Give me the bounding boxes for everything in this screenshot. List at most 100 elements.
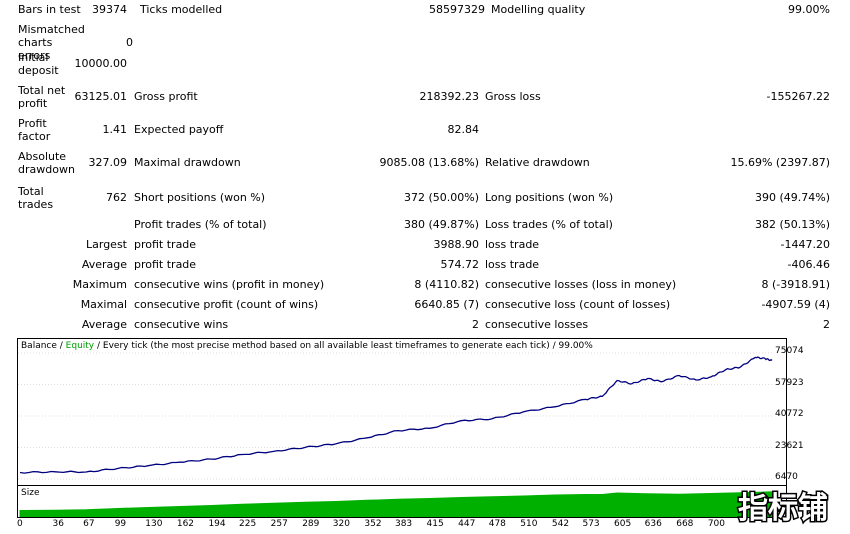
x-tick-label: 130 bbox=[145, 519, 163, 529]
absolute-drawdown-label: Absolute drawdown bbox=[18, 150, 75, 176]
y-tick-label: 6470 bbox=[775, 472, 798, 482]
chart-header: Balance / Equity / Every tick (the most … bbox=[21, 341, 593, 351]
average-loss-label: loss trade bbox=[485, 258, 540, 271]
maximal-consec-profit-value: 6640.85 (7) bbox=[414, 298, 479, 311]
profit-factor-value: 1.41 bbox=[102, 123, 128, 136]
average-loss-value: -406.46 bbox=[787, 258, 830, 271]
x-tick-label: 636 bbox=[644, 519, 662, 529]
x-tick-label: 99 bbox=[114, 519, 127, 529]
largest-profit-label: profit trade bbox=[134, 238, 197, 251]
expected-payoff-value: 82.84 bbox=[447, 123, 480, 136]
avg-consec-losses-label: consecutive losses bbox=[485, 318, 589, 331]
total-net-profit-value: 63125.01 bbox=[74, 90, 128, 103]
balance-chart: Balance / Equity / Every tick (the most … bbox=[17, 338, 787, 488]
maximum-label: Maximum bbox=[72, 278, 127, 291]
x-tick-label: 478 bbox=[488, 519, 506, 529]
long-positions-label: Long positions (won %) bbox=[485, 191, 614, 204]
size-panel: Size bbox=[17, 485, 787, 518]
max-consec-wins-label: consecutive wins (profit in money) bbox=[134, 278, 325, 291]
ticks-modelled-value: 58597329 bbox=[429, 3, 485, 16]
x-tick-label: 320 bbox=[332, 519, 350, 529]
total-trades-label: Total trades bbox=[18, 185, 54, 211]
x-tick-label: 700 bbox=[707, 519, 725, 529]
maximal-consec-profit-label: consecutive profit (count of wins) bbox=[134, 298, 319, 311]
x-tick-label: 383 bbox=[394, 519, 413, 529]
x-tick-label: 352 bbox=[364, 519, 382, 529]
gross-loss-label: Gross loss bbox=[485, 90, 541, 103]
loss-trades-value: 382 (50.13%) bbox=[754, 218, 830, 231]
relative-drawdown-value: 15.69% (2397.87) bbox=[730, 156, 830, 169]
svg-text:指标铺: 指标铺 bbox=[738, 491, 828, 525]
x-tick-label: 289 bbox=[302, 519, 320, 529]
largest-profit-value: 3988.90 bbox=[433, 238, 480, 251]
avg-consec-losses-value: 2 bbox=[823, 318, 830, 331]
largest-loss-label: loss trade bbox=[485, 238, 540, 251]
x-tick-label: 36 bbox=[52, 519, 64, 529]
average-consec-label: Average bbox=[81, 318, 127, 331]
balance-series-line bbox=[19, 356, 773, 474]
bars-in-test-label: Bars in test bbox=[18, 3, 81, 16]
initial-deposit-label: Initial deposit bbox=[18, 51, 59, 77]
max-consec-wins-value: 8 (4110.82) bbox=[414, 278, 479, 291]
x-tick-label: 67 bbox=[83, 519, 95, 529]
max-consec-losses-label: consecutive losses (loss in money) bbox=[485, 278, 677, 291]
gross-profit-value: 218392.23 bbox=[419, 90, 480, 103]
relative-drawdown-label: Relative drawdown bbox=[485, 156, 590, 169]
average-profit-label: profit trade bbox=[134, 258, 197, 271]
profit-factor-label: Profit factor bbox=[18, 117, 51, 143]
total-net-profit-label: Total net profit bbox=[18, 84, 66, 110]
x-tick-label: 0 bbox=[17, 519, 23, 529]
average-profit-value: 574.72 bbox=[440, 258, 480, 271]
x-tick-label: 573 bbox=[582, 519, 600, 529]
profit-trades-value: 380 (49.87%) bbox=[403, 218, 479, 231]
y-tick-label: 57923 bbox=[775, 377, 804, 388]
avg-consec-wins-label: consecutive wins bbox=[134, 318, 229, 331]
long-positions-value: 390 (49.74%) bbox=[754, 191, 830, 204]
loss-trades-label: Loss trades (% of total) bbox=[485, 218, 613, 231]
initial-deposit-value: 10000.00 bbox=[74, 57, 128, 70]
maximal-consec-loss-value: -4907.59 (4) bbox=[761, 298, 830, 311]
maximal-label: Maximal bbox=[80, 298, 127, 311]
maximal-drawdown-value: 9085.08 (13.68%) bbox=[379, 156, 479, 169]
total-trades-value: 762 bbox=[106, 191, 127, 204]
y-tick-label: 40772 bbox=[775, 409, 804, 419]
size-panel-plot bbox=[19, 491, 773, 517]
x-tick-label: 162 bbox=[176, 519, 195, 529]
size-area bbox=[19, 491, 773, 517]
modelling-quality-label: Modelling quality bbox=[491, 3, 586, 16]
x-tick-label: 668 bbox=[676, 519, 694, 529]
gross-loss-value: -155267.22 bbox=[766, 90, 830, 103]
profit-trades-label: Profit trades (% of total) bbox=[134, 218, 267, 231]
short-positions-label: Short positions (won %) bbox=[134, 191, 266, 204]
x-tick-label: 542 bbox=[551, 519, 570, 529]
x-tick-label: 447 bbox=[458, 519, 476, 529]
chart-header-balance: Balance bbox=[21, 341, 57, 351]
chart-header-description: Every tick (the most precise method base… bbox=[102, 341, 593, 351]
x-tick-label: 194 bbox=[208, 519, 226, 529]
size-panel-label: Size bbox=[21, 488, 40, 498]
x-tick-label: 510 bbox=[520, 519, 538, 529]
chart-header-equity: Equity bbox=[65, 341, 95, 351]
bars-in-test-value: 39374 bbox=[92, 3, 127, 16]
expected-payoff-label: Expected payoff bbox=[134, 123, 224, 136]
x-tick-label: 225 bbox=[239, 519, 257, 529]
x-tick-label: 415 bbox=[426, 519, 444, 529]
balance-chart-plot bbox=[18, 352, 774, 480]
x-tick-label: 605 bbox=[614, 519, 632, 529]
avg-consec-wins-value: 2 bbox=[472, 318, 479, 331]
chart-header-sep2: / bbox=[94, 341, 103, 351]
absolute-drawdown-value: 327.09 bbox=[88, 156, 128, 169]
ticks-modelled-label: Ticks modelled bbox=[140, 3, 223, 16]
x-tick-label: 257 bbox=[270, 519, 288, 529]
maximal-drawdown-label: Maximal drawdown bbox=[134, 156, 241, 169]
chart-header-sep1: / bbox=[56, 341, 66, 351]
max-consec-losses-value: 8 (-3918.91) bbox=[761, 278, 830, 291]
short-positions-value: 372 (50.00%) bbox=[403, 191, 479, 204]
watermark-logo: 指标铺 bbox=[737, 490, 830, 526]
y-tick-label: 23621 bbox=[775, 440, 804, 451]
mismatched-errors-value: 0 bbox=[126, 36, 133, 49]
modelling-quality-value: 99.00% bbox=[788, 3, 830, 16]
y-tick-label: 75074 bbox=[775, 346, 804, 356]
maximal-consec-loss-label: consecutive loss (count of losses) bbox=[485, 298, 671, 311]
mismatched-errors-label: Mismatched charts errors bbox=[18, 23, 85, 62]
